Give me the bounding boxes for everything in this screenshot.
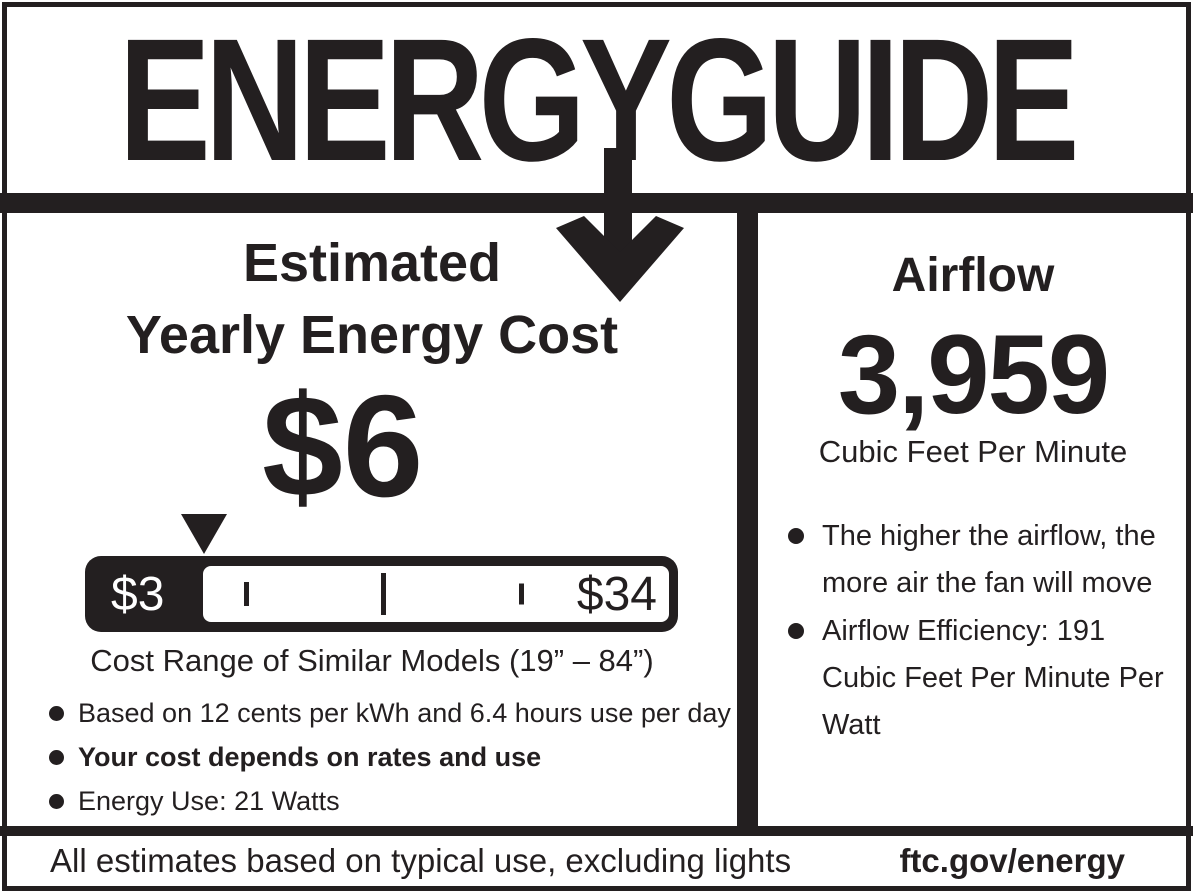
airflow-notes-list: The higher the airflow, the more air the… <box>788 513 1176 750</box>
footer-note: All estimates based on typical use, excl… <box>50 842 792 879</box>
cost-notes-list: Based on 12 cents per kWh and 6.4 hours … <box>49 691 731 823</box>
header-divider-bar <box>0 193 1193 213</box>
range-min-label: $3 <box>111 567 165 621</box>
note-text: Airflow Efficiency: 191 Cubic Feet Per M… <box>822 615 1164 741</box>
cost-range-bar: $3 $34 <box>85 556 678 632</box>
down-arrow-icon <box>556 148 684 302</box>
list-item: Your cost depends on rates and use <box>49 735 725 779</box>
scale-tick-icon <box>244 582 249 606</box>
bullet-dot-icon <box>49 750 64 765</box>
bullet-dot-icon <box>788 623 804 639</box>
footer: All estimates based on typical use, excl… <box>0 836 1193 886</box>
scale-tick-icon <box>518 583 524 605</box>
range-max-label: $34 <box>576 567 657 621</box>
ftc-url: ftc.gov/energy <box>899 842 1125 879</box>
footer-divider-bar <box>0 826 1193 836</box>
bullet-dot-icon <box>49 794 64 809</box>
heading-line-2: Yearly Energy Cost <box>125 305 619 365</box>
airflow-panel: Airflow 3,959 Cubic Feet Per Minute The … <box>758 213 1188 826</box>
header: ENERGYGUIDE <box>7 7 1186 193</box>
heading-line-1: Estimated <box>242 233 502 293</box>
airflow-heading: Airflow <box>891 249 1055 302</box>
airflow-unit: Cubic Feet Per Minute <box>818 434 1128 469</box>
list-item: Based on 12 cents per kWh and 6.4 hours … <box>49 691 731 735</box>
note-text: Energy Use: 21 Watts <box>78 786 340 816</box>
list-item: The higher the airflow, the more air the… <box>788 513 1176 607</box>
scale-tick-icon <box>381 573 386 615</box>
note-text: Your cost depends on rates and use <box>78 742 542 772</box>
panel-divider <box>737 213 758 826</box>
airflow-value: 3,959 <box>837 312 1110 437</box>
cost-marker-icon <box>181 514 227 554</box>
estimated-cost-heading: Estimated Yearly Energy Cost <box>7 227 737 371</box>
note-text: The higher the airflow, the more air the… <box>822 520 1156 599</box>
bullet-dot-icon <box>788 528 804 544</box>
list-item: Airflow Efficiency: 191 Cubic Feet Per M… <box>788 608 1176 749</box>
note-text: Based on 12 cents per kWh and 6.4 hours … <box>78 698 731 728</box>
list-item: Energy Use: 21 Watts <box>49 779 725 823</box>
yearly-energy-cost-panel: Estimated Yearly Energy Cost $6 $3 $34 C… <box>7 213 737 826</box>
energyguide-logo: ENERGYGUIDE <box>119 1 1080 198</box>
cost-range-caption: Cost Range of Similar Models (19” – 84”) <box>90 643 654 678</box>
cost-range-scale: $34 <box>203 566 669 622</box>
bullet-dot-icon <box>49 706 64 721</box>
yearly-cost-value: $6 <box>262 365 424 527</box>
